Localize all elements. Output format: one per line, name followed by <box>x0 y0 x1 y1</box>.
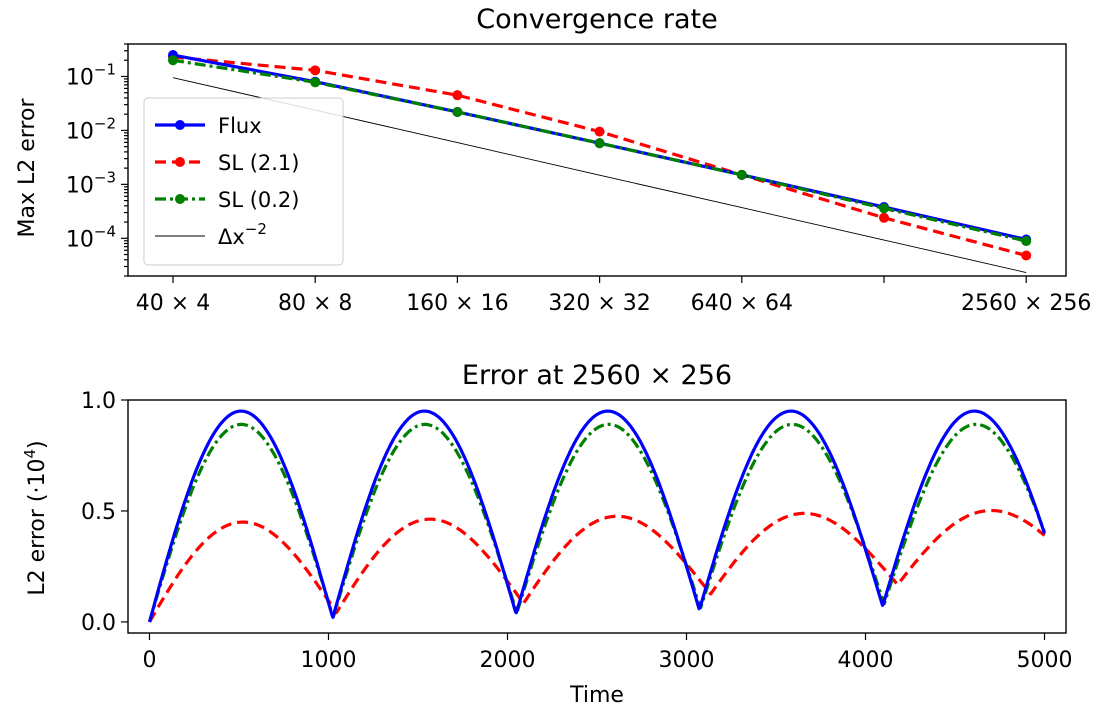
convergence-data-point <box>594 138 605 149</box>
error-time-title: Error at 2560 × 256 <box>462 360 732 391</box>
convergence-x-tick-label: 160 × 16 <box>406 291 508 316</box>
error-time-plot: Error at 2560 × 256 0 1000 2000 3000 4000 500… <box>21 360 1073 708</box>
legend-marker <box>175 157 185 167</box>
convergence-x-ticks: 40 × 4 80 × 8 160 × 16 320 × 32 640 × 64 2560… <box>136 276 1091 316</box>
legend-label: Δx−2 <box>218 220 267 249</box>
legend-marker <box>175 194 185 204</box>
error-time-x-tick-label: 0 <box>142 648 156 673</box>
convergence-data-point <box>1021 250 1032 261</box>
convergence-y-ticks: 10−1 10−2 10−3 10−4 <box>66 43 128 277</box>
error-time-series-line <box>147 409 1047 623</box>
convergence-y-label: Max L2 error <box>15 98 40 238</box>
error-time-x-tick-label: 2000 <box>479 648 535 673</box>
error-time-x-tick-label: 5000 <box>1017 648 1073 673</box>
convergence-y-tick-label: 10−4 <box>66 222 116 252</box>
error-time-y-label: L2 error (·104) <box>21 440 50 595</box>
error-time-axes-frame <box>127 399 1067 634</box>
convergence-x-tick-label: 80 × 8 <box>278 291 352 316</box>
legend: Flux SL (2.1) SL (0.2) Δx−2 <box>143 97 344 266</box>
convergence-y-tick-label: 10−1 <box>66 60 116 90</box>
error-time-x-label: Time <box>569 683 624 708</box>
convergence-title: Convergence rate <box>476 4 717 35</box>
error-time-y-tick-label: 0.0 <box>81 611 116 636</box>
convergence-x-tick-label: 640 × 64 <box>691 291 793 316</box>
error-time-y-tick-label: 1.0 <box>81 389 116 414</box>
convergence-y-tick-label: 10−3 <box>66 168 116 198</box>
convergence-data-point <box>168 55 178 66</box>
legend-label: Flux <box>218 114 262 138</box>
convergence-y-tick-label: 10−2 <box>66 114 116 144</box>
convergence-axes-frame <box>127 43 1067 277</box>
legend-label: SL (0.2) <box>218 188 300 212</box>
convergence-data-point <box>452 90 463 101</box>
error-time-series-line <box>147 422 1047 623</box>
error-time-series <box>147 409 1047 623</box>
convergence-data-point <box>452 106 463 117</box>
legend-box <box>143 97 344 266</box>
error-time-series-line <box>148 508 1046 623</box>
convergence-data-point <box>1021 236 1032 247</box>
convergence-data-point <box>879 203 889 214</box>
convergence-data-point <box>310 77 321 88</box>
convergence-data-point <box>310 65 321 76</box>
convergence-x-tick-label: 40 × 4 <box>136 291 210 316</box>
error-time-y-ticks: 0.0 0.5 1.0 <box>81 389 128 636</box>
convergence-data-point <box>594 126 605 137</box>
error-time-x-tick-label: 3000 <box>659 648 715 673</box>
error-time-x-tick-label: 1000 <box>300 648 356 673</box>
convergence-x-tick-label: 320 × 32 <box>548 291 650 316</box>
error-time-x-ticks: 0 1000 2000 3000 4000 5000 <box>142 633 1073 673</box>
convergence-data-point <box>879 212 889 223</box>
legend-marker <box>175 120 185 130</box>
error-time-x-tick-label: 4000 <box>838 648 894 673</box>
convergence-series <box>168 50 1032 273</box>
error-time-y-tick-label: 0.5 <box>81 500 116 525</box>
convergence-plot: Convergence rate 40 × 4 80 × 8 160 × 16 320… <box>15 4 1091 316</box>
legend-label: SL (2.1) <box>218 151 300 175</box>
convergence-data-point <box>736 169 747 180</box>
convergence-x-tick-label: 2560 × 256 <box>961 291 1091 316</box>
